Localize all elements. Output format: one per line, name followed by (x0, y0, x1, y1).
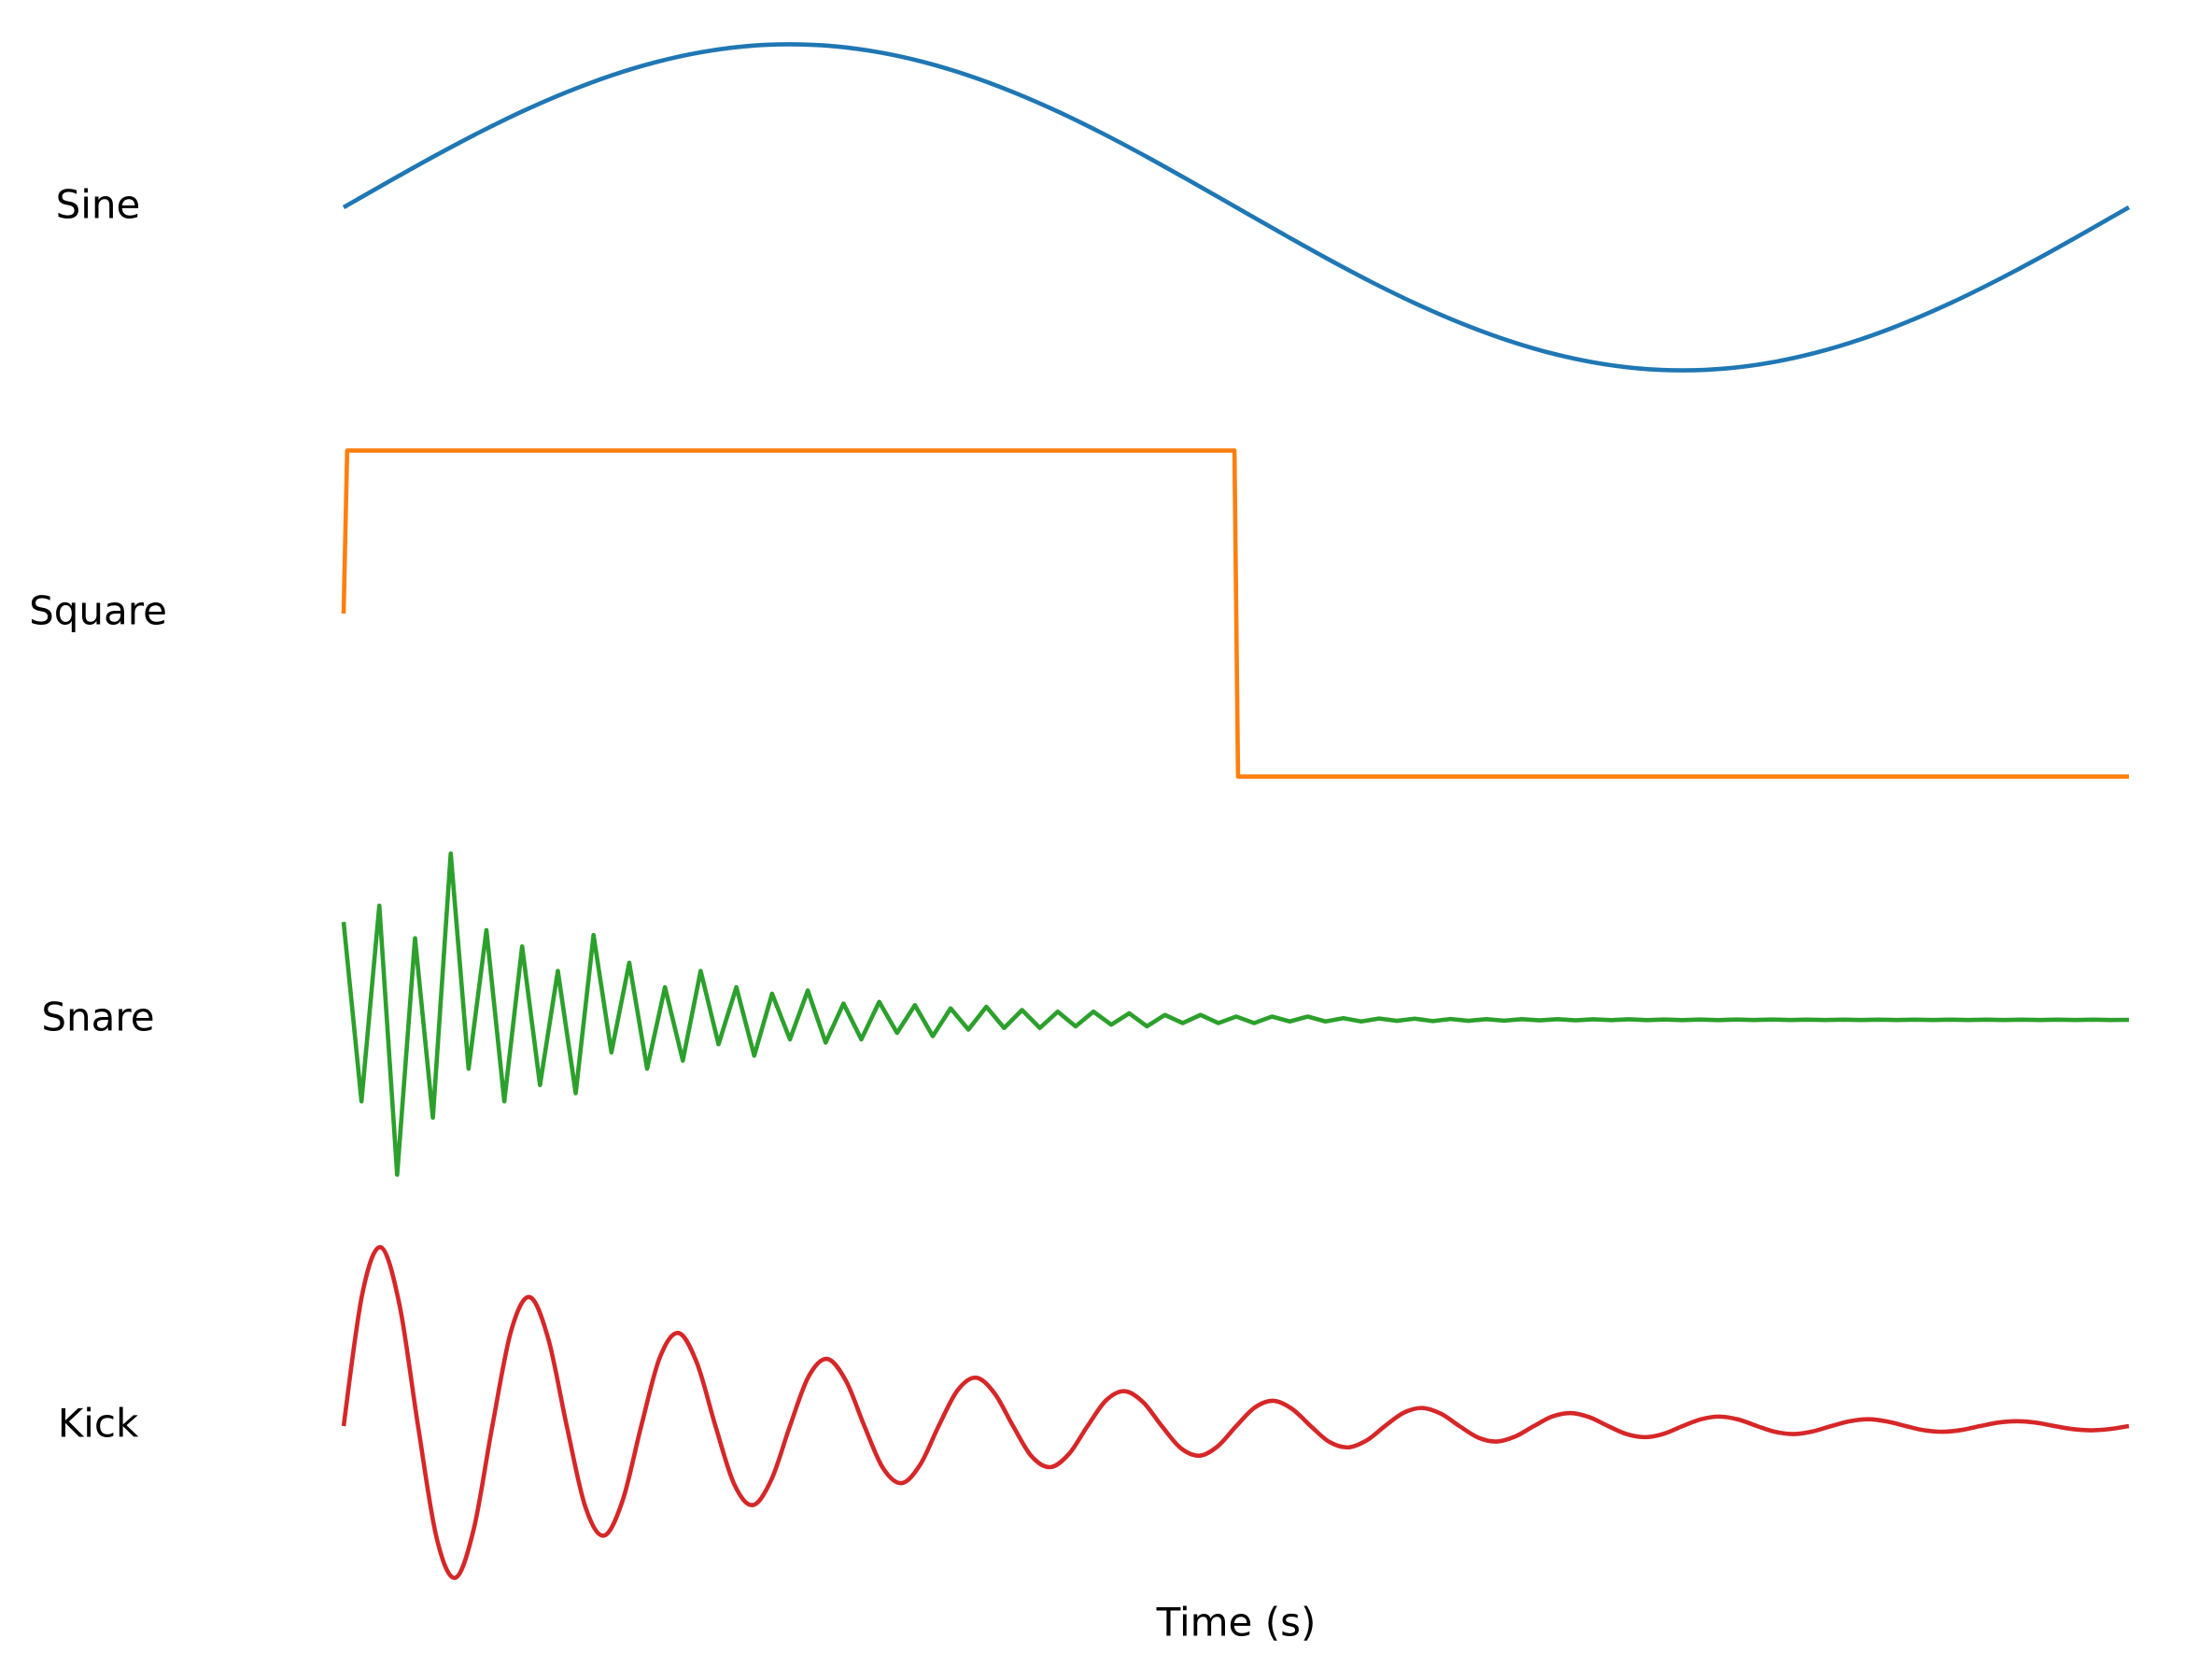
waveform-line (342, 42, 2131, 373)
x-axis-label: Time (s) (1156, 1600, 1317, 1646)
track-label: Kick (58, 1401, 139, 1447)
waveform-line (341, 1245, 2130, 1580)
track-label: Sine (56, 182, 141, 228)
waveform-line (341, 851, 2130, 1178)
track-label: Snare (41, 995, 154, 1040)
track-label: Square (29, 588, 167, 634)
waveform-line (341, 448, 2129, 779)
